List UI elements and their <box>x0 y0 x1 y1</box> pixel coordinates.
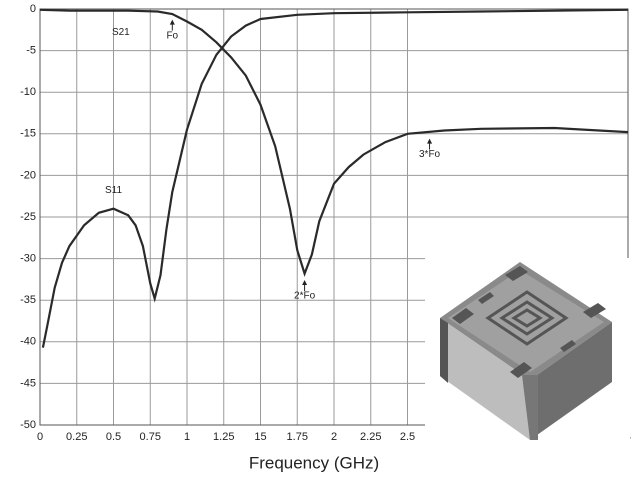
annotation: S21 <box>112 27 130 38</box>
series-line <box>39 8 629 277</box>
x-tick-label: 2.25 <box>360 431 381 443</box>
y-tick-label: -10 <box>20 86 36 98</box>
y-tick-label: -30 <box>20 253 36 265</box>
x-tick-label: 0 <box>37 431 43 443</box>
y-tick-label: -40 <box>20 336 36 348</box>
component-photo <box>425 258 630 450</box>
x-tick-label: 1.75 <box>287 431 308 443</box>
annotation-arrowhead <box>169 19 175 25</box>
annotation: Fo <box>166 30 178 41</box>
y-tick-label: -45 <box>20 377 36 389</box>
annotation-arrowhead <box>302 280 308 286</box>
y-tick-label: -50 <box>20 419 36 431</box>
y-tick-label: -20 <box>20 169 36 181</box>
x-tick-label: 1 <box>184 431 190 443</box>
x-tick-label: 0.25 <box>66 431 87 443</box>
series-line <box>41 8 629 348</box>
x-tick-label: 0.5 <box>106 431 121 443</box>
plot-area: 0-5-10-15-20-25-30-35-40-45-500 0.25 0.5 0.… <box>20 3 631 443</box>
plot-frame <box>39 8 629 426</box>
x-tick-label: 2.5 <box>400 431 415 443</box>
x-tick-label: 1.25 <box>213 431 234 443</box>
annotation-arrowhead <box>427 138 433 144</box>
x-tick-label: 0.75 <box>140 431 161 443</box>
annotation: 2*Fo <box>294 291 316 302</box>
annotation: 3*Fo <box>419 149 441 160</box>
x-tick-label: 15 <box>254 431 266 443</box>
y-tick-label: 0 <box>30 3 36 15</box>
y-tick-label: -25 <box>20 211 36 223</box>
y-tick-label: -35 <box>20 294 36 306</box>
y-tick-label: -5 <box>26 45 36 57</box>
x-axis-title: Frequency (GHz) <box>249 453 379 472</box>
x-tick-label: 2 <box>331 431 337 443</box>
y-tick-label: -15 <box>20 128 36 140</box>
annotation: S11 <box>105 185 122 196</box>
